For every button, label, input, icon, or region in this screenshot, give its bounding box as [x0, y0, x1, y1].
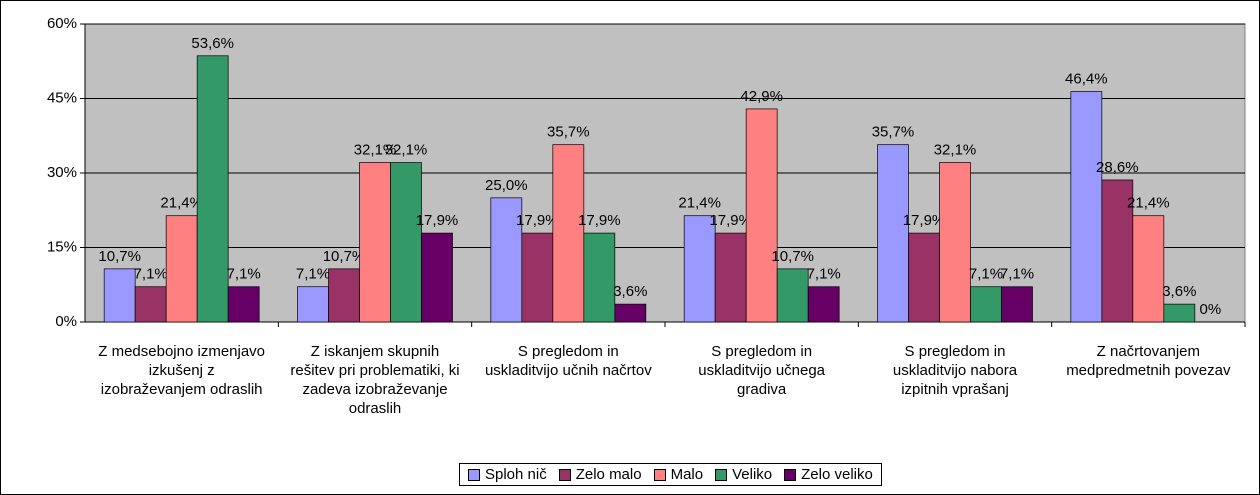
data-label: 3,6%	[613, 283, 647, 300]
y-tick-label: 0%	[55, 313, 77, 330]
bar	[552, 144, 585, 323]
bar	[614, 303, 647, 323]
data-label: 53,6%	[191, 35, 234, 52]
y-tick-label: 60%	[47, 15, 77, 32]
bar	[1132, 215, 1165, 323]
bar	[1070, 91, 1103, 323]
legend-label: Zelo malo	[575, 466, 642, 483]
data-label: 21,4%	[1127, 195, 1170, 212]
bar	[1101, 179, 1134, 323]
bar	[134, 286, 167, 323]
data-label: 35,7%	[547, 124, 590, 141]
legend-item: Zelo malo	[558, 466, 642, 483]
legend-label: Veliko	[732, 466, 773, 483]
data-label: 17,9%	[903, 212, 946, 229]
bar	[1163, 303, 1196, 323]
data-label: 7,1%	[807, 266, 841, 283]
y-tick-label: 45%	[47, 89, 77, 106]
bar	[359, 162, 391, 323]
legend-swatch	[715, 468, 728, 481]
data-label: 7,1%	[134, 266, 168, 283]
data-label: 42,9%	[740, 88, 783, 105]
bar	[1001, 286, 1033, 323]
bar	[103, 268, 136, 323]
x-tick-label: S pregledom in uskladitvijo nabora izpit…	[892, 343, 1018, 398]
data-label: 3,6%	[1162, 283, 1196, 300]
legend-label: Sploh nič	[485, 466, 547, 483]
data-label: 32,1%	[385, 142, 428, 159]
legend-item: Zelo veliko	[784, 466, 873, 483]
legend-label: Zelo veliko	[801, 466, 873, 483]
x-tick-label: Z medsebojno izmenjavo izkušenj z izobra…	[98, 343, 266, 398]
data-label: 7,1%	[969, 266, 1003, 283]
bar	[583, 232, 616, 323]
bar	[776, 268, 809, 323]
bar	[390, 162, 422, 323]
data-label: 17,9%	[709, 212, 752, 229]
bar	[165, 215, 198, 323]
legend-item: Malo	[653, 466, 704, 483]
data-label: 17,9%	[578, 212, 621, 229]
bar	[970, 286, 1002, 323]
legend-label: Malo	[670, 466, 704, 483]
legend-swatch	[558, 468, 571, 481]
data-label: 17,9%	[516, 212, 559, 229]
data-label: 46,4%	[1065, 71, 1108, 88]
bar	[683, 215, 716, 323]
data-label: 28,6%	[1096, 159, 1139, 176]
bar	[877, 144, 909, 323]
bar	[521, 232, 554, 323]
data-label: 32,1%	[354, 142, 397, 159]
legend: Sploh nič Zelo malo Malo Veliko Zelo veliko	[459, 463, 882, 486]
y-tick-label: 15%	[47, 238, 77, 255]
bar	[196, 55, 229, 323]
bar	[297, 286, 329, 323]
bar	[939, 162, 971, 323]
data-label: 32,1%	[934, 142, 977, 159]
legend-item: Veliko	[715, 466, 772, 483]
data-label: 25,0%	[485, 177, 528, 194]
legend-swatch	[653, 468, 666, 481]
bar	[328, 268, 360, 323]
bar	[807, 286, 840, 323]
data-label: 10,7%	[323, 248, 366, 265]
x-tick-label: S pregledom in uskladitvijo učnih načrto…	[484, 343, 652, 379]
data-label: 10,7%	[771, 248, 814, 265]
data-label: 21,4%	[678, 195, 721, 212]
data-label: 17,9%	[416, 212, 459, 229]
legend-item: Sploh nič	[468, 466, 547, 483]
bar	[421, 232, 453, 323]
x-tick-label: Z načrtovanjem medpredmetnih povezav	[1066, 343, 1231, 379]
bar	[714, 232, 747, 323]
x-tick-label: S pregledom in uskladitvijo učnega gradi…	[698, 343, 826, 398]
data-label: 7,1%	[1000, 266, 1034, 283]
data-label: 7,1%	[296, 266, 330, 283]
y-tick-label: 30%	[47, 164, 77, 181]
data-label: 35,7%	[872, 124, 915, 141]
data-label: 0%	[1199, 301, 1221, 318]
bar	[908, 232, 940, 323]
bar	[227, 286, 260, 323]
bar	[745, 108, 778, 323]
data-label: 10,7%	[98, 248, 141, 265]
x-tick-label: Z iskanjem skupnih rešitev pri problemat…	[290, 343, 460, 417]
data-label: 21,4%	[160, 195, 203, 212]
legend-swatch	[468, 468, 480, 481]
data-label: 7,1%	[227, 266, 261, 283]
legend-swatch	[784, 468, 797, 481]
